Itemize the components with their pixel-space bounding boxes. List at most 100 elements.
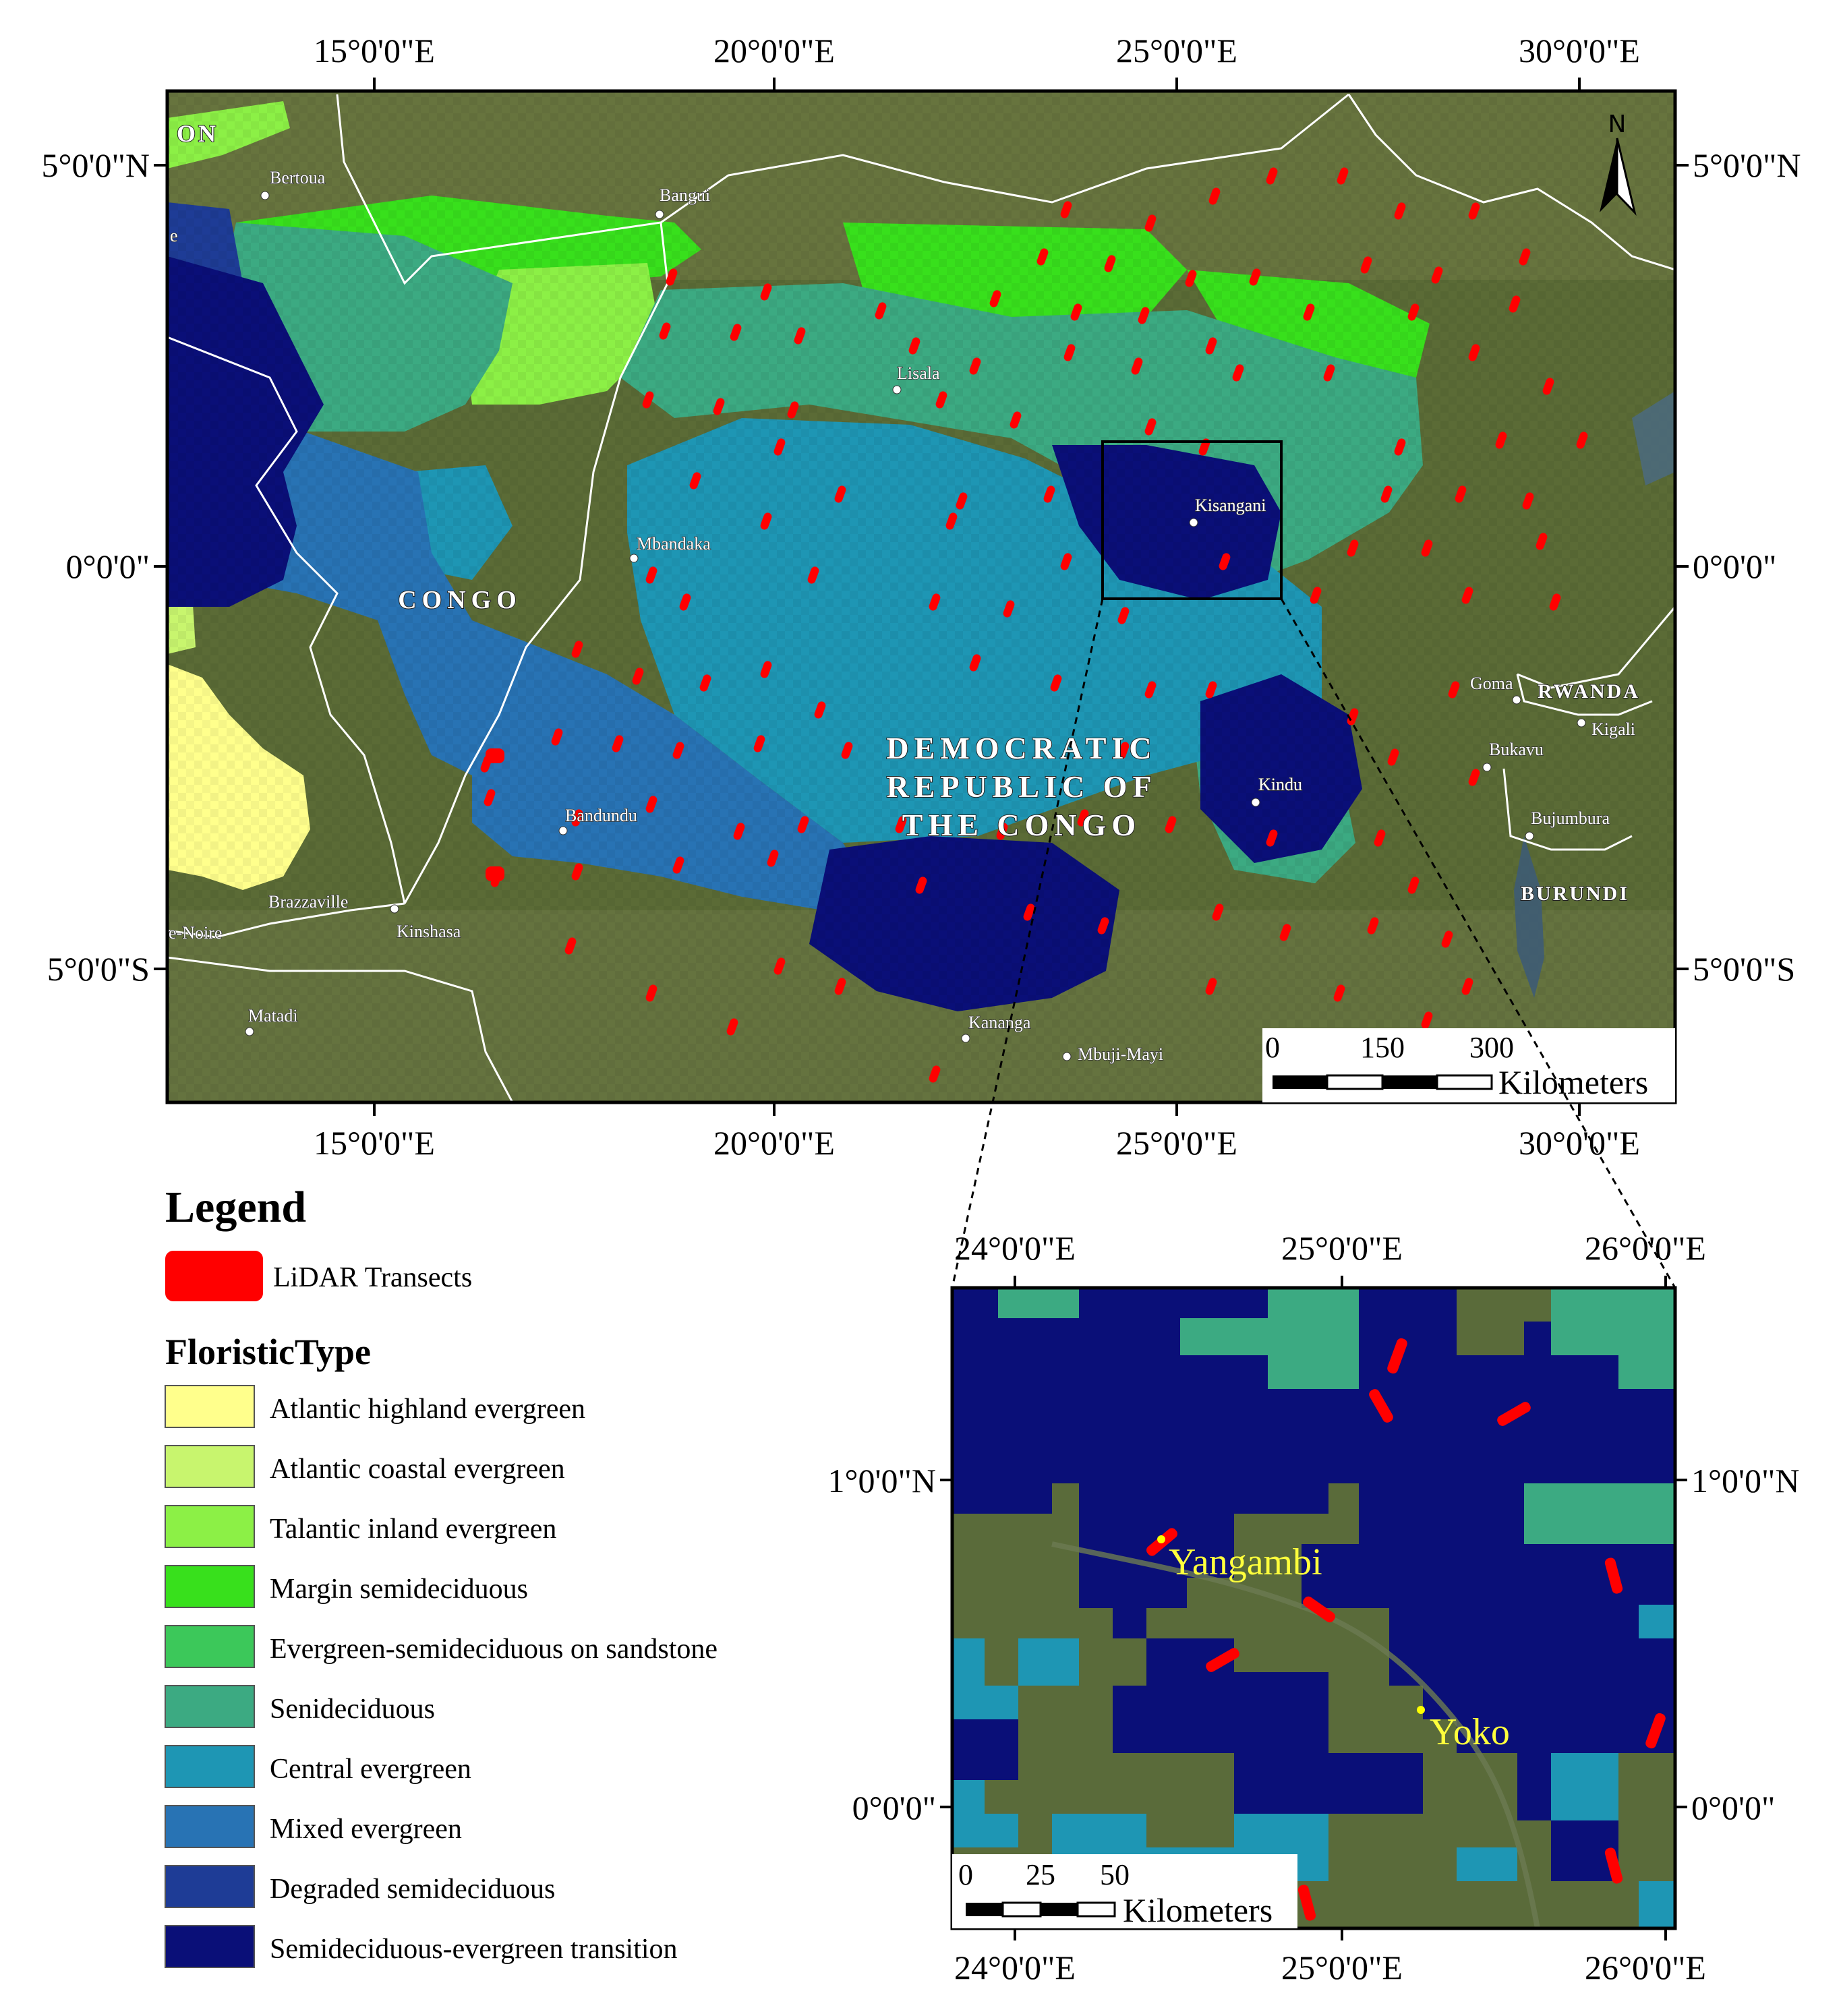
lidar-transect: [1369, 1389, 1393, 1423]
inset-raster: [952, 1288, 1675, 1928]
lidar-transect: [1394, 202, 1406, 220]
legend-item: Atlantic highland evergreen: [165, 1385, 585, 1428]
lidar-transect: [484, 789, 496, 806]
svg-text:5°0'0"N: 5°0'0"N: [41, 146, 150, 184]
main-scale-bar: 0 150 300 Kilometers: [1262, 1028, 1675, 1102]
lidar-transect: [1333, 984, 1345, 1002]
svg-text:0: 0: [958, 1858, 973, 1891]
legend-swatch: [165, 1445, 255, 1488]
inset-transition: [952, 1288, 1359, 1638]
lidar-transect: [1542, 378, 1554, 395]
svg-text:1°0'0"N: 1°0'0"N: [827, 1462, 936, 1500]
lidar-transect: [834, 485, 846, 503]
main-tick-labels: 15°0'0"E 20°0'0"E 25°0'0"E 30°0'0"E 15°0…: [41, 32, 1801, 1162]
label-city: Brazzaville: [268, 892, 348, 912]
lidar-transect: [1604, 1558, 1623, 1594]
lidar-transect: [659, 322, 671, 340]
lidar-transect: [1131, 357, 1143, 375]
north-label: N: [1608, 111, 1627, 138]
north-arrow-icon: [1600, 138, 1617, 212]
lidar-transect: [767, 850, 779, 867]
lidar-transect: [1010, 411, 1022, 429]
lidar-transect: [1448, 681, 1460, 699]
legend-swatch: [165, 1685, 255, 1728]
lidar-transect: [1495, 432, 1507, 449]
lidar-transect: [1604, 1847, 1623, 1884]
city-markers: [245, 191, 1586, 1061]
lidar-transect: [612, 735, 624, 752]
svg-text:24°0'0"E: 24°0'0"E: [954, 1229, 1076, 1267]
lidar-transect: [1060, 553, 1072, 570]
legend-label: Central evergreen: [270, 1754, 471, 1785]
lidar-transect: [773, 957, 786, 975]
city-labels: Bertoua Bangui Lisala Mbandaka Kisangani…: [168, 167, 1636, 1065]
label-city: Bangui: [660, 185, 710, 205]
svg-text:25: 25: [1026, 1858, 1055, 1891]
svg-text:300: 300: [1469, 1031, 1514, 1064]
lidar-transect: [1205, 681, 1217, 699]
lidar-transect: [1266, 829, 1278, 847]
lidar-transect: [571, 863, 583, 881]
label-city: Lisala: [897, 363, 940, 383]
country-borders: [167, 93, 1675, 1102]
legend-swatch: [165, 1865, 255, 1908]
svg-text:25°0'0"E: 25°0'0"E: [1116, 32, 1237, 69]
svg-text:26°0'0"E: 26°0'0"E: [1585, 1229, 1706, 1267]
label-rwanda: RWANDA: [1538, 680, 1640, 703]
legend-label: Evergreen-semideciduous on sandstone: [270, 1634, 718, 1665]
lidar-transect: [642, 391, 654, 409]
lidar-transect: [1185, 270, 1197, 287]
lidar-transect: [1461, 587, 1473, 604]
inset-ticks: [940, 1276, 1687, 1940]
lidar-transect: [726, 1018, 738, 1036]
lidar-transect: [1205, 337, 1217, 355]
svg-text:0°0'0": 0°0'0": [1691, 1789, 1775, 1827]
svg-text:24°0'0"E: 24°0'0"E: [954, 1949, 1076, 1986]
lidar-transect: [814, 701, 826, 719]
lidar-transect: [794, 327, 806, 345]
lidar-transect: [645, 566, 658, 584]
lidar-transect: [1407, 877, 1420, 894]
legend-label: Mixed evergreen: [270, 1814, 462, 1845]
lidar-transect: [1519, 248, 1531, 266]
legend-label: Talantic inland evergreen: [270, 1514, 556, 1545]
legend-label: Atlantic highland evergreen: [270, 1394, 585, 1425]
lidar-transect: [989, 290, 1001, 307]
lidar-transect: [1347, 708, 1359, 725]
svg-text:0°0'0": 0°0'0": [1693, 547, 1776, 585]
lidar-transect: [1576, 432, 1588, 449]
legend-class-list: Atlantic highland evergreen Atlantic coa…: [165, 1385, 718, 1968]
legend-item: Senideciduous: [165, 1685, 435, 1728]
label-burundi: BURUNDI: [1521, 883, 1629, 905]
legend-item: Atlantic coastal evergreen: [165, 1445, 565, 1488]
svg-text:Kilometers: Kilometers: [1123, 1891, 1273, 1929]
lidar-transect: [1117, 607, 1130, 624]
lidar-transect: [666, 268, 678, 286]
lidar-transect: [733, 823, 745, 840]
lidar-transect: [1441, 930, 1453, 948]
lidar-transect: [571, 641, 583, 658]
lidar-transect: [632, 668, 644, 685]
lidar-transect: [945, 512, 958, 530]
svg-text:Kilometers: Kilometers: [1498, 1063, 1648, 1101]
lidar-transect: [1219, 553, 1231, 570]
main-map: ON CONGO DEMOCRATIC REPUBLIC OF THE CONG…: [41, 32, 1801, 1162]
lidar-transect: [1036, 248, 1049, 266]
label-city: Kisangani: [1195, 496, 1266, 515]
lidar-transect: [787, 401, 799, 419]
lidar-transect: [1468, 344, 1480, 361]
svg-text:20°0'0"E: 20°0'0"E: [713, 32, 835, 69]
lidar-transect: [672, 742, 684, 759]
svg-text:0°0'0": 0°0'0": [66, 547, 150, 585]
svg-text:0°0'0": 0°0'0": [852, 1789, 936, 1827]
lidar-transect: [1097, 917, 1109, 935]
lidar-transect: [753, 735, 765, 752]
legend-lidar-label: LiDAR Transects: [273, 1262, 472, 1293]
lidar-transect: [1070, 303, 1082, 321]
lidar-transect: [1077, 809, 1089, 827]
legend-item: Central evergreen: [165, 1745, 471, 1788]
lidar-transect: [1144, 418, 1157, 436]
lidar-transect: [679, 593, 691, 611]
label-city: Bujumbura: [1531, 808, 1610, 828]
legend-item: Talantic inland evergreen: [165, 1505, 556, 1548]
